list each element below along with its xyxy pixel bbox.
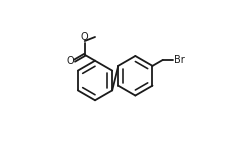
Text: Br: Br xyxy=(174,55,185,65)
Text: O: O xyxy=(81,32,89,42)
Text: O: O xyxy=(66,56,74,66)
